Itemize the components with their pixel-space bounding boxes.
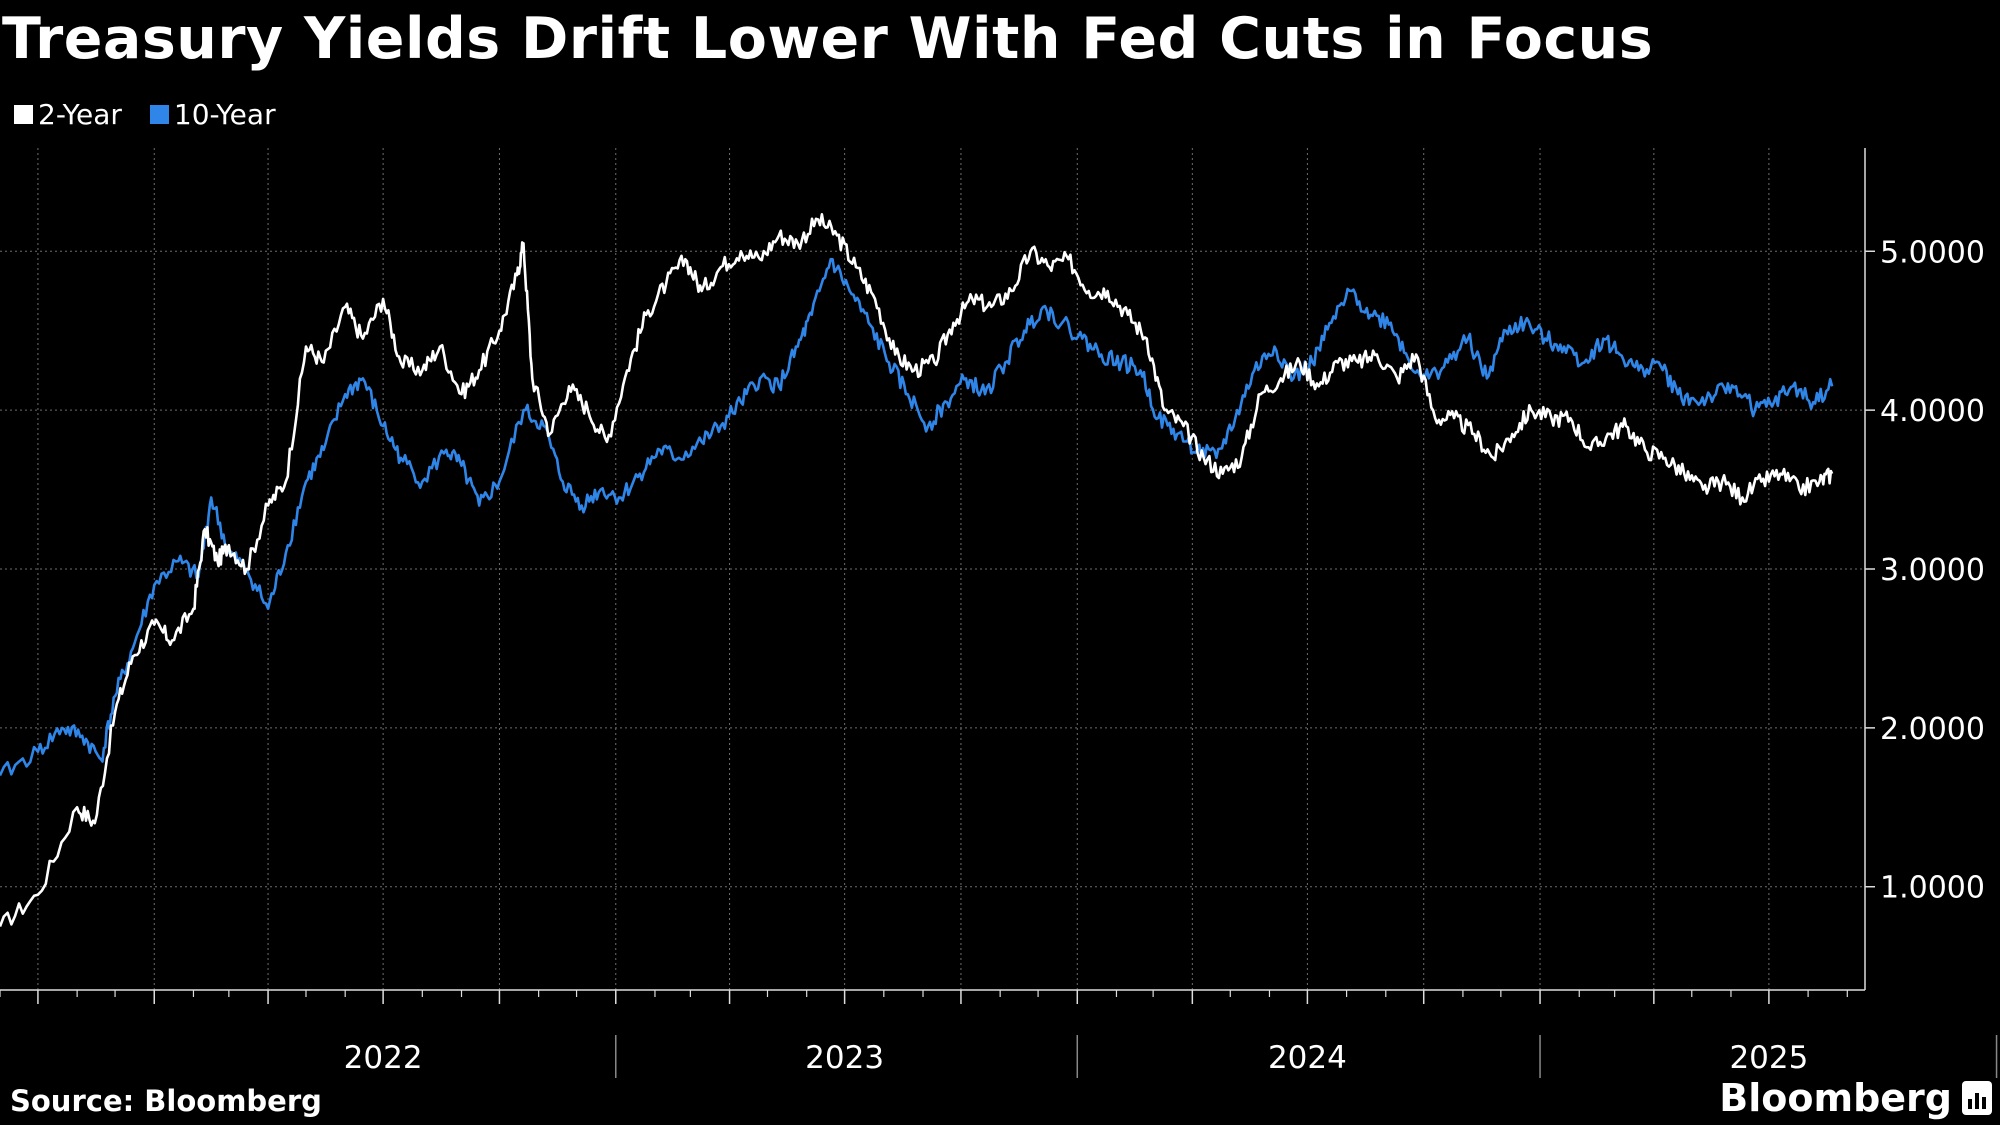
series-line-10-year — [0, 257, 1834, 777]
x-year-label: 2025 — [1729, 1040, 1808, 1076]
x-year-label: 2022 — [344, 1040, 423, 1076]
y-tick-label: 4.0000 — [1880, 394, 1985, 429]
axis-layer: 1.0000 2.0000 3.0000 4.0000 5.0000 2022 2023 20… — [0, 148, 1998, 1078]
brand-name: Bloomberg — [1719, 1076, 1952, 1120]
legend-item-10-year: 10-Year — [149, 98, 276, 131]
series-layer — [0, 213, 1834, 927]
legend-item-2-year: 2-Year — [14, 98, 122, 131]
x-year-label: 2024 — [1268, 1040, 1347, 1076]
y-tick-label: 1.0000 — [1880, 871, 1985, 906]
legend-swatch-2-year — [14, 105, 33, 124]
bloomberg-chart-icon — [1962, 1081, 1992, 1115]
legend-label-10-year: 10-Year — [173, 98, 276, 131]
x-year-label: 2023 — [805, 1040, 884, 1076]
bloomberg-logo: Bloomberg — [1719, 1076, 1992, 1120]
legend-label-2-year: 2-Year — [38, 98, 122, 131]
y-tick-label: 5.0000 — [1880, 235, 1985, 270]
series-line-2-year — [0, 213, 1834, 927]
y-tick-label: 2.0000 — [1880, 712, 1985, 747]
legend-swatch-10-year — [149, 105, 169, 124]
grid-layer — [0, 148, 1865, 990]
chart-title: Treasury Yields Drift Lower With Fed Cut… — [2, 6, 1654, 72]
y-tick-label: 3.0000 — [1880, 553, 1985, 588]
source-note: Source: Bloomberg — [10, 1084, 322, 1118]
chart-legend: 2-Year 10-Year — [14, 98, 304, 131]
